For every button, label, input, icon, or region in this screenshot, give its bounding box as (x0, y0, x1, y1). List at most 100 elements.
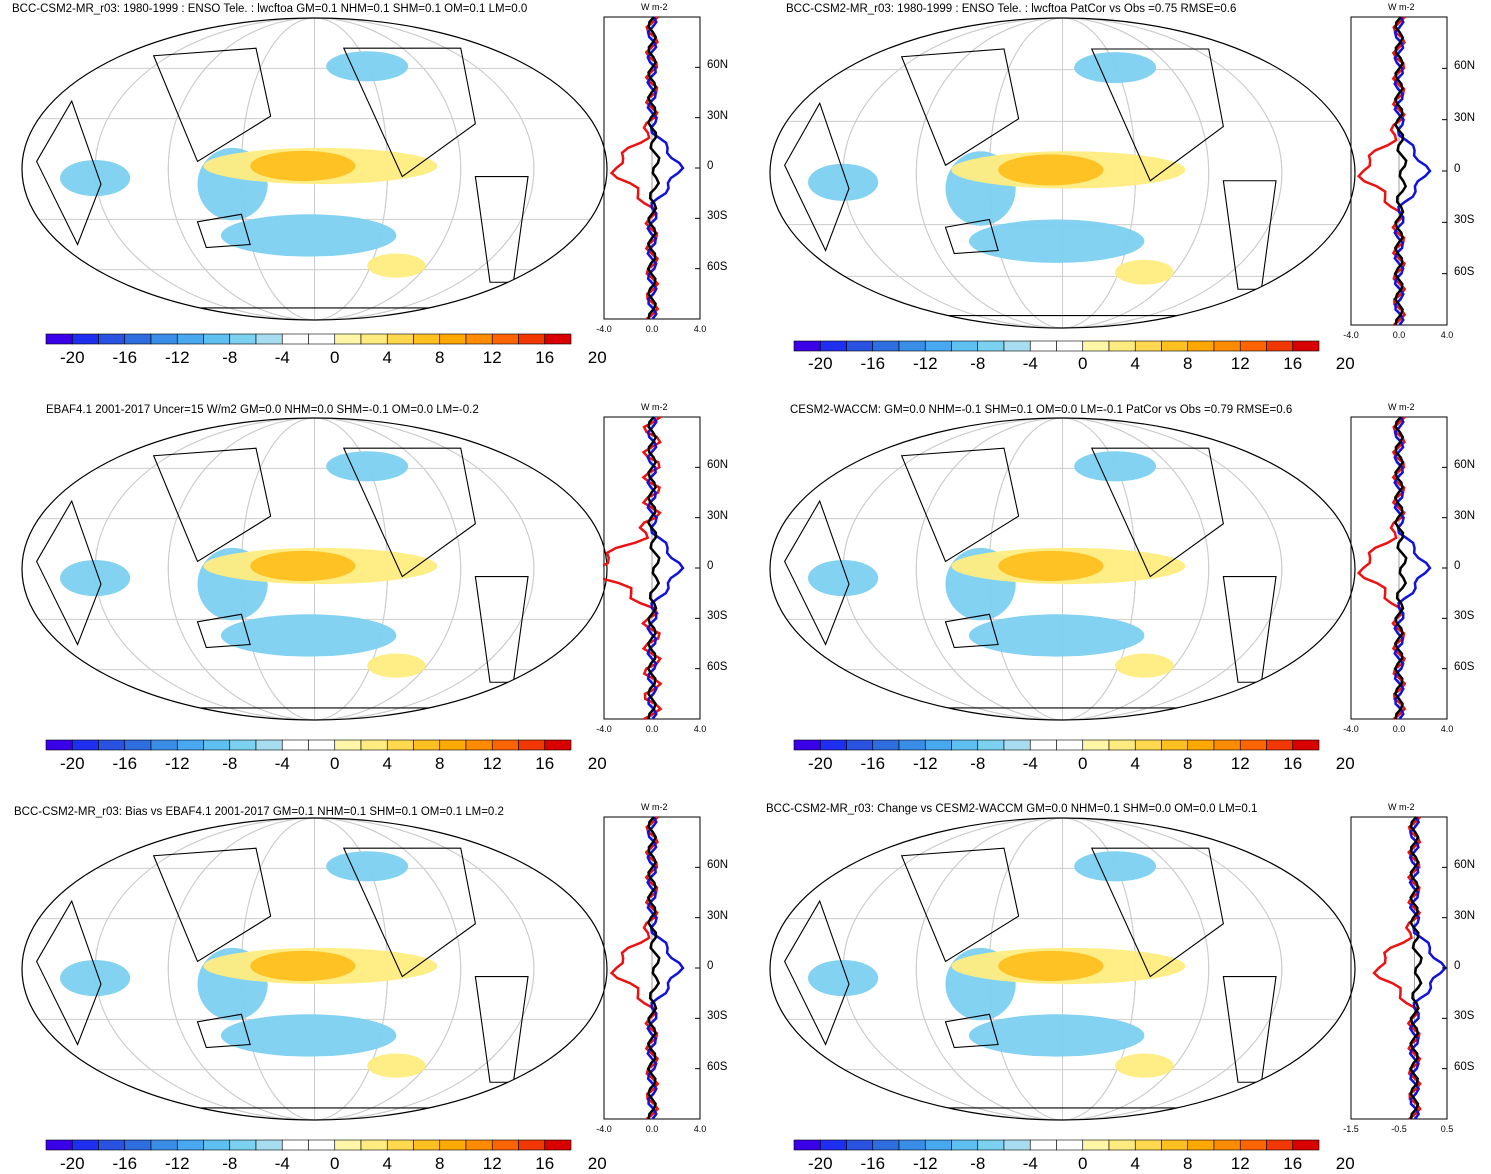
colorbar-label: -4 (274, 754, 290, 773)
zonal-x-tick: -4.0 (1343, 330, 1359, 340)
zonal-unit-label: W m-2 (1388, 402, 1415, 412)
colorbar-label: 8 (1183, 754, 1193, 773)
world-map (21, 417, 608, 721)
colorbar-label: 0 (330, 754, 340, 773)
zonal-mean-plot (1350, 816, 1448, 1120)
zonal-x-tick: -4.0 (596, 1124, 612, 1134)
latitude-label: 60S (707, 1060, 728, 1073)
latitude-label: 30N (1454, 111, 1476, 124)
latitude-label: 60S (707, 260, 728, 273)
colorbar-label: 0 (330, 1154, 340, 1173)
colorbar-label: 0 (1078, 754, 1088, 773)
latitude-label: 30N (707, 109, 729, 122)
colorbar-label: 8 (435, 1154, 445, 1173)
colorbar-label: -8 (970, 354, 986, 373)
colorbar-label: -12 (164, 1154, 190, 1173)
zonal-x-tick: -4.0 (596, 324, 612, 334)
latitude-label: 30S (1454, 610, 1475, 623)
colorbar-label: 4 (382, 754, 392, 773)
colorbar-label: -12 (912, 1154, 938, 1173)
panel-title: BCC-CSM2-MR_r03: 1980-1999 : ENSO Tele. … (12, 3, 528, 15)
zonal-mean-plot (1350, 16, 1448, 326)
colorbar-label: 12 (482, 1154, 502, 1173)
colorbar-label: -12 (912, 354, 938, 373)
colorbar-label: 16 (1283, 1154, 1303, 1173)
colorbar-label: -16 (860, 354, 886, 373)
colorbar-label: -4 (1022, 754, 1038, 773)
zonal-mean-plot (1350, 416, 1448, 720)
zonal-x-tick: -4.0 (1343, 724, 1359, 734)
colorbar-label: 8 (1183, 354, 1193, 373)
colorbar-label: -4 (274, 348, 290, 367)
zonal-mean-plot (603, 416, 701, 721)
colorbar-label: -20 (59, 348, 85, 367)
colorbar-label: -20 (807, 354, 833, 373)
zonal-x-tick: 4.0 (693, 1124, 707, 1134)
colorbar-label: -12 (912, 754, 938, 773)
colorbar-label: -4 (1022, 1154, 1038, 1173)
colorbar-label: 4 (1130, 354, 1140, 373)
world-map (769, 817, 1356, 1121)
colorbar (793, 739, 1320, 751)
colorbar-label: 0 (330, 348, 340, 367)
zonal-unit-label: W m-2 (641, 802, 668, 812)
latitude-label: 0 (1454, 560, 1461, 572)
colorbar-label: -20 (807, 1154, 833, 1173)
zonal-x-tick: 4.0 (1440, 724, 1454, 734)
colorbar-label: 16 (1283, 754, 1303, 773)
colorbar-label: -4 (274, 1154, 290, 1173)
colorbar-label: 4 (382, 348, 392, 367)
zonal-x-tick: -4.0 (596, 724, 612, 734)
zonal-unit-label: W m-2 (641, 402, 668, 412)
panel-title: CESM2-WACCM: GM=0.0 NHM=-0.1 SHM=0.1 OM=… (790, 404, 1293, 416)
colorbar-label: 20 (1335, 754, 1355, 773)
panel-title: BCC-CSM2-MR_r03: Change vs CESM2-WACCM G… (766, 803, 1258, 815)
zonal-x-tick: 4.0 (693, 724, 707, 734)
colorbar-label: 12 (482, 348, 502, 367)
zonal-mean-plot (603, 16, 701, 320)
colorbar-label: -8 (970, 1154, 986, 1173)
latitude-label: 30S (1454, 214, 1475, 227)
latitude-label: 30S (707, 610, 728, 623)
colorbar-label: 16 (535, 348, 555, 367)
colorbar-label: 12 (482, 754, 502, 773)
colorbar-label: -16 (860, 754, 886, 773)
zonal-x-tick: 0.0 (645, 324, 659, 334)
panel-title: BCC-CSM2-MR_r03: Bias vs EBAF4.1 2001-20… (14, 806, 504, 818)
latitude-label: 30N (1454, 509, 1476, 522)
panel-title: EBAF4.1 2001-2017 Uncer=15 W/m2 GM=0.0 N… (46, 404, 479, 416)
colorbar-label: -8 (222, 754, 238, 773)
colorbar (45, 333, 572, 345)
latitude-label: 0 (1454, 163, 1461, 175)
colorbar-label: -12 (164, 754, 190, 773)
colorbar-label: 12 (1230, 354, 1250, 373)
colorbar-label: 4 (382, 1154, 392, 1173)
latitude-label: 0 (707, 960, 714, 972)
colorbar-label: -20 (59, 754, 85, 773)
latitude-label: 30N (1454, 909, 1476, 922)
latitude-label: 30S (1454, 1010, 1475, 1023)
world-map (21, 17, 608, 321)
colorbar-label: 0 (1078, 1154, 1088, 1173)
latitude-label: 60S (1454, 265, 1475, 278)
colorbar-label: -12 (164, 348, 190, 367)
zonal-x-tick: -1.5 (1343, 1124, 1359, 1134)
latitude-label: 60S (707, 660, 728, 673)
colorbar-label: 12 (1230, 754, 1250, 773)
latitude-label: 60N (707, 859, 729, 872)
zonal-x-tick: 0.0 (1392, 724, 1406, 734)
colorbar-label: 4 (1130, 754, 1140, 773)
latitude-label: 30N (707, 909, 729, 922)
colorbar-label: -8 (970, 754, 986, 773)
zonal-unit-label: W m-2 (1388, 802, 1415, 812)
panel-title: BCC-CSM2-MR_r03: 1980-1999 : ENSO Tele. … (786, 3, 1237, 15)
colorbar-label: -20 (59, 1154, 85, 1173)
latitude-label: 30N (707, 509, 729, 522)
colorbar (45, 1139, 572, 1151)
colorbar-label: 0 (1078, 354, 1088, 373)
zonal-x-tick: 4.0 (1440, 330, 1454, 340)
zonal-x-tick: 4.0 (693, 324, 707, 334)
zonal-x-tick: 0.0 (1392, 330, 1406, 340)
latitude-label: 60N (1454, 859, 1476, 872)
colorbar-label: 8 (435, 348, 445, 367)
